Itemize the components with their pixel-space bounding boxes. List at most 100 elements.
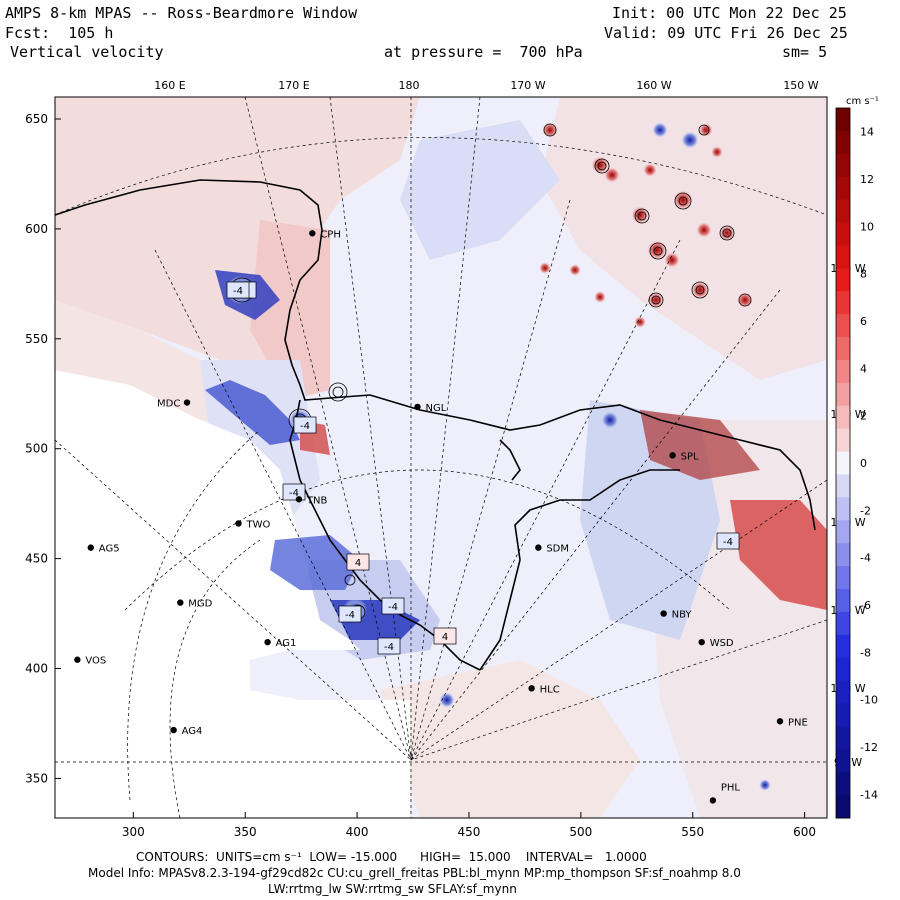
- extremum-box: [433, 627, 457, 645]
- x-tick-label: 450: [458, 825, 481, 839]
- extremum-label: -4: [233, 286, 243, 297]
- extremum-label: -4: [345, 610, 355, 621]
- colorbar-label: -2: [860, 504, 871, 517]
- station-marker: [264, 638, 271, 646]
- colorbar-cell: [836, 108, 850, 132]
- colorbar-label: -4: [860, 552, 871, 565]
- extremum-label: -4: [388, 602, 398, 613]
- x-tick-label: 350: [234, 825, 257, 839]
- colorbar-label: 12: [860, 173, 874, 186]
- extremum-label: -4: [300, 421, 310, 432]
- extremum-label: 4: [442, 632, 448, 643]
- colorbar-cell: [836, 268, 850, 292]
- colorbar-cell: [836, 588, 850, 613]
- colorbar-label: -6: [860, 599, 871, 612]
- extremum-box: [226, 281, 250, 299]
- station-marker: [309, 230, 316, 237]
- colorbar-cell: [836, 428, 850, 453]
- colorbar-cell: [836, 795, 850, 819]
- extremum-box: [282, 483, 306, 501]
- colorbar-label: 8: [860, 268, 867, 281]
- station-marker: [535, 544, 542, 551]
- colorbar-cell: [836, 772, 850, 796]
- station-label: NGL: [426, 403, 447, 414]
- station-label: VOS: [85, 656, 106, 667]
- station-label: WSD: [710, 638, 734, 649]
- station-marker: [776, 718, 784, 725]
- colorbar-cell: [836, 245, 850, 269]
- station-marker: [709, 797, 717, 804]
- station-marker: [295, 496, 303, 503]
- contour-info: CONTOURS: UNITS=cm s⁻¹ LOW= -15.000 HIGH…: [136, 850, 647, 864]
- y-tick-label: 400: [25, 662, 48, 676]
- y-tick-label: 450: [25, 552, 48, 566]
- x-tick-label: 550: [681, 825, 704, 839]
- x-tick-label: 600: [793, 825, 816, 839]
- colorbar-units: cm s⁻¹: [846, 96, 879, 107]
- pressure-level: at pressure = 700 hPa: [384, 43, 583, 61]
- x-tick-label: 400: [346, 825, 369, 839]
- colorbar-cell: [836, 680, 850, 704]
- forecast-hour: Fcst: 105 h: [5, 24, 114, 42]
- colorbar-cell: [836, 497, 850, 521]
- colorbar-label: 14: [860, 126, 874, 139]
- colorbar-cell: [836, 222, 850, 246]
- colorbar-cell: [836, 451, 850, 475]
- station-label: TWO: [245, 519, 270, 530]
- y-tick-label: 650: [25, 112, 48, 126]
- station-marker: [235, 520, 242, 527]
- colorbar-cell: [836, 726, 850, 750]
- colorbar-cell: [836, 703, 850, 727]
- colorbar-label: -8: [860, 646, 871, 659]
- longitude-label: 160 W: [636, 79, 671, 92]
- colorbar-cell: [836, 405, 850, 430]
- init-time: Init: 00 UTC Mon 22 Dec 25: [612, 4, 847, 22]
- station-label: TNB: [306, 495, 328, 506]
- x-tick-label: 300: [122, 825, 145, 839]
- extremum-label: -4: [289, 488, 299, 499]
- extremum-box: [338, 605, 362, 623]
- longitude-label: 150 W: [783, 79, 818, 92]
- colorbar-label: 4: [860, 362, 867, 375]
- extremum-label: -4: [723, 537, 733, 548]
- station-label: SPL: [681, 451, 699, 462]
- colorbar-cell: [836, 199, 850, 224]
- map-title: AMPS 8-km MPAS -- Ross-Beardmore Window: [5, 4, 358, 22]
- station-label: PNE: [788, 717, 808, 728]
- station-label: PHL: [721, 782, 741, 793]
- smoothing: sm= 5: [782, 43, 828, 61]
- y-tick-label: 550: [25, 332, 48, 346]
- colorbar-cell: [836, 474, 850, 498]
- colorbar-cell: [836, 130, 850, 155]
- colorbar-cell: [836, 291, 850, 315]
- station-marker: [669, 452, 676, 459]
- station-marker: [170, 726, 177, 734]
- extremum-box: [716, 532, 740, 550]
- colorbar-cell: [836, 749, 850, 773]
- colorbar-label: 0: [860, 457, 867, 470]
- station-label: NBY: [672, 610, 693, 621]
- field-name: Vertical velocity: [10, 43, 164, 61]
- colorbar-label: -10: [860, 694, 878, 707]
- longitude-label: 170 E: [278, 79, 309, 92]
- colorbar-label: -14: [860, 788, 878, 801]
- colorbar-cell: [836, 566, 850, 590]
- colorbar-cell: [836, 382, 850, 407]
- station-marker: [698, 638, 705, 646]
- colorbar-cell: [836, 314, 850, 338]
- longitude-label: 170 W: [510, 79, 545, 92]
- station-label: AG4: [182, 726, 203, 737]
- station-marker: [74, 656, 81, 663]
- station-label: AG1: [276, 638, 297, 649]
- extremum-label: 4: [355, 558, 361, 569]
- colorbar-cell: [836, 520, 850, 544]
- colorbar-cell: [836, 657, 850, 682]
- colorbar-label: -12: [860, 741, 878, 754]
- station-label: MGD: [188, 599, 212, 610]
- y-tick-label: 350: [25, 771, 48, 785]
- model-info: Model Info: MPASv8.2.3-194-gf29cd82c CU:…: [88, 866, 741, 880]
- colorbar-label: 2: [860, 410, 867, 423]
- station-label: AG5: [99, 544, 120, 555]
- station-marker: [414, 403, 421, 411]
